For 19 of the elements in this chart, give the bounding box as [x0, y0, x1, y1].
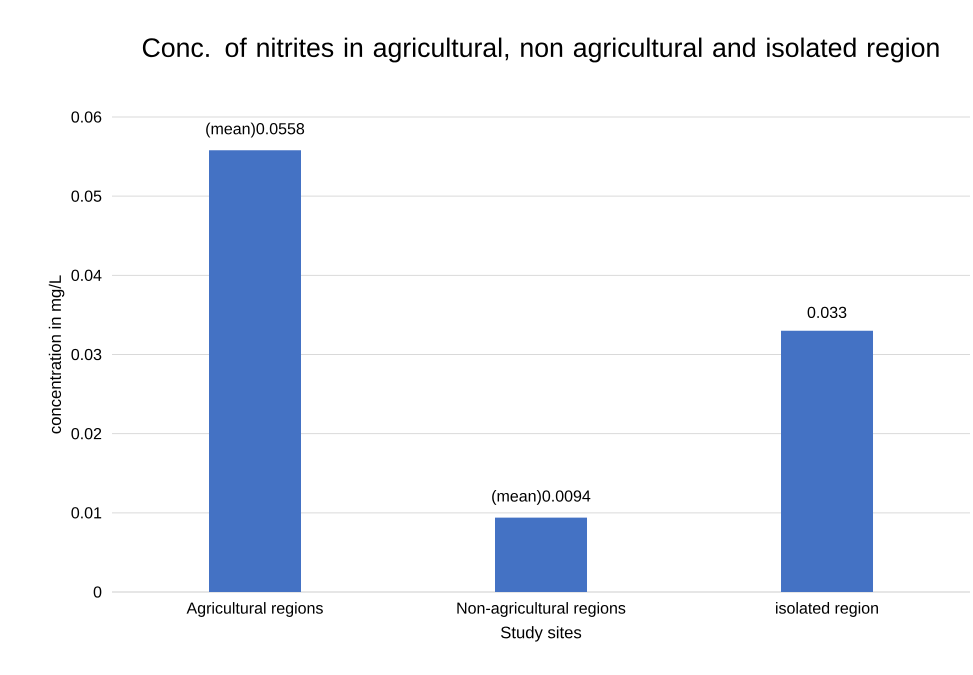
- bar: [495, 518, 588, 592]
- x-tick-label: isolated region: [776, 602, 878, 617]
- y-tick-label: 0.01: [71, 507, 102, 518]
- x-tick-label: Agricultural regions: [186, 602, 323, 617]
- bar: [781, 330, 874, 592]
- y-tick-label: 0.03: [71, 348, 102, 360]
- data-label: 0.033: [808, 306, 846, 318]
- x-axis-title: Study sites: [501, 626, 582, 642]
- chart-title: Conc. of nitrites in agricultural, non agricultural and isolated region: [142, 38, 939, 62]
- x-tick-label: Non-agricultural regions: [457, 602, 626, 617]
- y-tick-label: 0.06: [71, 111, 102, 123]
- bar: [209, 150, 301, 592]
- y-tick-label: 0: [94, 586, 102, 598]
- data-label: (mean)0.0558: [206, 122, 304, 138]
- y-tick-label: 0.02: [71, 428, 102, 440]
- y-tick-label: 0.04: [71, 270, 102, 281]
- y-axis-title: concentration in mg/L: [48, 275, 64, 434]
- y-tick-label: 0.05: [71, 190, 102, 202]
- data-label: (mean)0.0094: [492, 490, 590, 505]
